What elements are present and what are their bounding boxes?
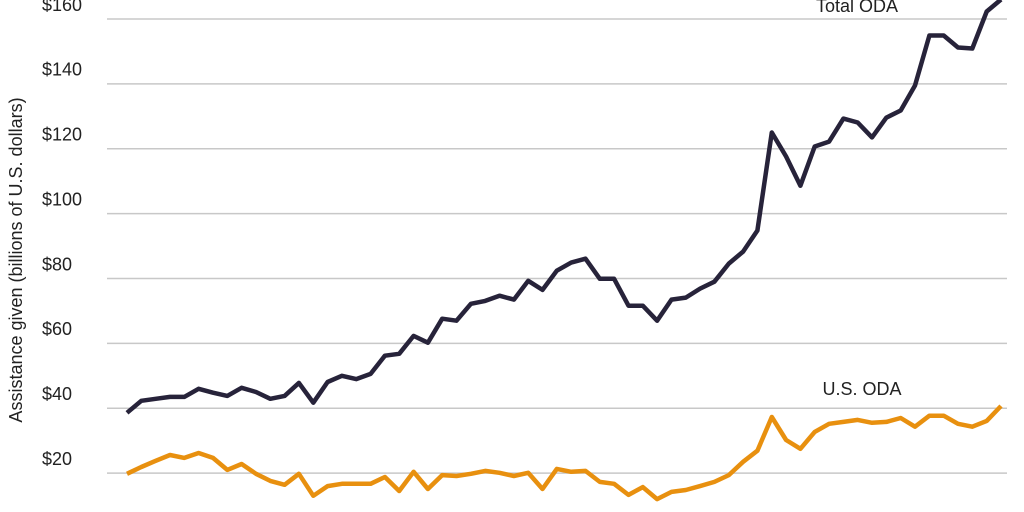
series-line	[125, 0, 1003, 415]
y-tick-label: $40	[42, 384, 72, 404]
y-tick-label: $60	[42, 319, 72, 339]
series-line	[126, 404, 1003, 502]
y-tick-label: $80	[42, 254, 72, 274]
y-tick-label: $160	[42, 0, 82, 15]
y-tick-label: $100	[42, 189, 82, 209]
series-label: Total ODA	[816, 0, 898, 16]
series-label: U.S. ODA	[822, 379, 901, 399]
y-axis-title: Assistance given (billions of U.S. dolla…	[6, 97, 26, 422]
y-tick-label: $20	[42, 449, 72, 469]
y-tick-label: $140	[42, 60, 82, 80]
y-tick-label: $120	[42, 125, 82, 145]
